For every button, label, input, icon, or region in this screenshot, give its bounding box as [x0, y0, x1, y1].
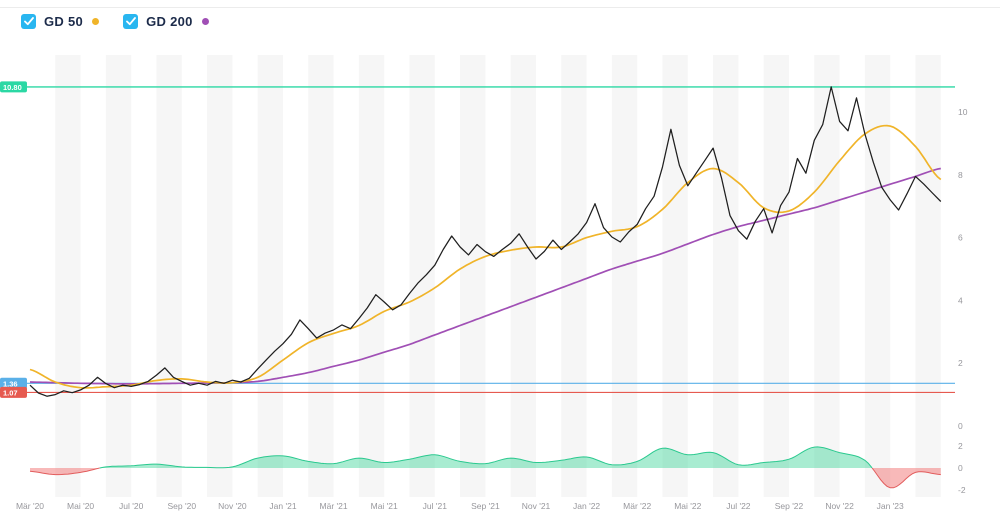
stripe [105, 55, 132, 497]
x-axis-label: Mai '22 [674, 501, 701, 511]
stripe [713, 55, 739, 497]
stripe [257, 55, 283, 497]
stripe [358, 55, 385, 497]
x-axis: Mär '20 Mai '20 Jul '20 Sep '20 Nov '20 Jan '… [16, 501, 904, 511]
price-series [29, 86, 942, 397]
x-axis-label: Sep '20 [168, 501, 197, 511]
checkmark-icon [125, 17, 136, 26]
y-axis-osc-label: 2 [958, 441, 963, 451]
y-axis-label: 8 [958, 170, 963, 180]
oscillator-line [871, 467, 941, 489]
x-axis-label: Nov '20 [218, 501, 247, 511]
y-axis-label: 4 [958, 295, 963, 305]
stripe [915, 55, 941, 497]
price-line-badge [0, 377, 27, 389]
stripe [308, 55, 334, 497]
price-line-badge-label: 1.07 [3, 389, 18, 398]
y-axis-label: 10 [958, 107, 968, 117]
price-line-badge [0, 386, 27, 398]
stripe [207, 55, 233, 497]
x-axis-label: Mai '20 [67, 501, 94, 511]
oscillator-positive-area [99, 446, 873, 468]
y-axis-osc-label: -2 [958, 485, 966, 495]
y-axis-osc-label: 0 [958, 463, 963, 473]
y-axis-label: 2 [958, 358, 963, 368]
oscillator-line [29, 467, 100, 476]
gd50-checkbox[interactable] [21, 14, 36, 29]
y-axis-label: 6 [958, 233, 963, 243]
x-axis-label: Mär '22 [623, 501, 651, 511]
x-axis-label: Mär '21 [320, 501, 348, 511]
x-axis-label: Jul '22 [726, 501, 751, 511]
oscillator [29, 446, 941, 489]
stripe [460, 55, 486, 497]
x-axis-label: Mai '21 [371, 501, 398, 511]
x-axis-label: Jul '21 [423, 501, 448, 511]
gd200-color-dot [201, 18, 209, 25]
y-axis-right: 10 8 6 4 2 0 2 0 -2 [958, 107, 968, 495]
stripe [864, 55, 891, 497]
x-axis-label: Sep '22 [775, 501, 804, 511]
legend-toggle-gd200[interactable]: GD 200 [123, 14, 209, 29]
x-axis-label: Jan '23 [877, 501, 904, 511]
chart-legend: GD 50 GD 200 [21, 14, 209, 29]
x-axis-label: Jan '22 [573, 501, 600, 511]
price-line-badge-label: 1.36 [3, 380, 18, 389]
gd50-color-dot [92, 18, 100, 25]
x-axis-label: Mär '20 [16, 501, 44, 511]
checkmark-icon [23, 17, 34, 26]
legend-toggle-gd50[interactable]: GD 50 [21, 14, 100, 29]
stripe [510, 55, 536, 497]
y-axis-label: 0 [958, 421, 963, 431]
x-axis-label: Sep '21 [471, 501, 500, 511]
stripe [763, 55, 789, 497]
gd50-legend-label: GD 50 [44, 14, 84, 29]
gd50-line [29, 124, 942, 389]
stripe [55, 55, 81, 497]
stripe [814, 55, 840, 497]
gd200-legend-label: GD 200 [146, 14, 193, 29]
x-axis-label: Nov '22 [825, 501, 854, 511]
stripe [409, 55, 435, 497]
oscillator-negative-area [30, 468, 100, 475]
stripe [662, 55, 688, 497]
x-axis-label: Nov '21 [522, 501, 551, 511]
top-divider [0, 7, 1000, 8]
price-line-badge [0, 81, 27, 93]
gd200-line [29, 167, 941, 385]
x-axis-label: Jan '21 [269, 501, 296, 511]
x-axis-label: Jul '20 [119, 501, 144, 511]
oscillator-line [99, 446, 873, 469]
stripe [156, 55, 182, 497]
stripe [561, 55, 587, 497]
price-line-badge-label: 10.80 [3, 83, 22, 92]
stripe [611, 55, 638, 497]
month-stripes [55, 55, 941, 497]
gd200-checkbox[interactable] [123, 14, 139, 29]
